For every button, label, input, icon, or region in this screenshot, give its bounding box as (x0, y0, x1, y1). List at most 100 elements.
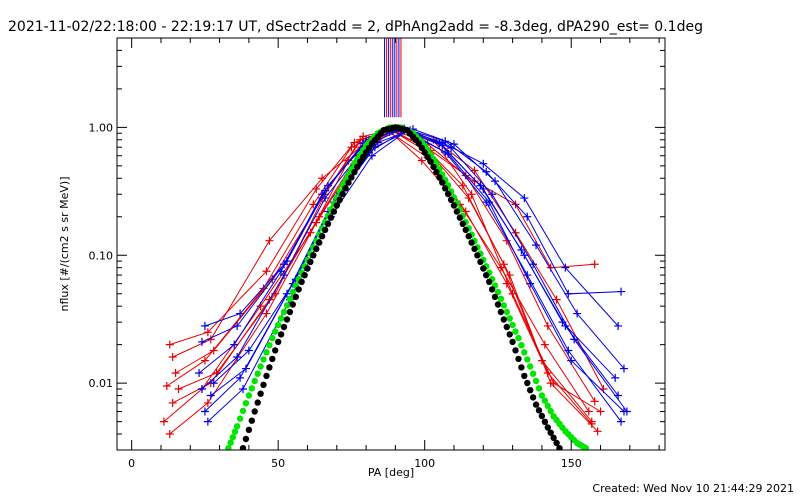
data-point (323, 181, 332, 190)
data-point (470, 166, 479, 175)
chart-title: 2021-11-02/22:18:00 - 22:19:17 UT, dSect… (8, 19, 703, 35)
fit-point (506, 331, 513, 338)
fit-point (324, 220, 332, 227)
fit-point (544, 402, 551, 410)
series-sector-13 (195, 125, 620, 382)
fit-point (541, 397, 549, 404)
data-point (236, 309, 245, 318)
fit-point (529, 370, 537, 377)
data-point (197, 337, 206, 346)
series-sector-5 (171, 124, 605, 416)
data-point (467, 190, 476, 199)
data-point (540, 340, 549, 349)
data-point (532, 241, 541, 250)
data-point (622, 407, 631, 416)
data-point (587, 419, 596, 428)
fit-point (506, 315, 513, 322)
data-point (529, 260, 538, 269)
fit-point (430, 163, 437, 171)
fit-point (260, 356, 267, 363)
fit-point (277, 315, 285, 322)
fit-point (503, 308, 510, 316)
fit-point (444, 190, 452, 198)
fit-point (491, 293, 499, 301)
data-point (476, 181, 485, 190)
fit-point (289, 301, 296, 308)
y-axis-ticks: 0.01 0.10 1.00 (89, 37, 665, 451)
fit-point (456, 214, 464, 221)
fit-point (544, 424, 551, 431)
fit-point (313, 245, 320, 253)
fit-point (532, 377, 540, 385)
data-point (195, 369, 204, 378)
fit-point (231, 428, 239, 435)
data-point (168, 353, 177, 362)
fit-point (269, 355, 276, 363)
fit-point (257, 390, 264, 397)
fit-point (450, 202, 458, 209)
fit-point (515, 334, 522, 342)
data-point (523, 271, 532, 280)
data-point (262, 267, 271, 276)
fit-point (283, 316, 291, 323)
fit-point (535, 407, 543, 414)
data-point (584, 407, 593, 416)
fit-point (242, 400, 250, 407)
data-point (543, 321, 552, 330)
data-point (200, 321, 209, 330)
data-point (239, 384, 248, 393)
data-point (619, 364, 628, 373)
data-point (502, 279, 511, 288)
x-axis-label: PA [deg] (368, 466, 414, 479)
fit-point (280, 308, 288, 316)
data-point (233, 353, 242, 362)
data-point (479, 159, 488, 168)
fit-point (229, 434, 236, 441)
data-point (244, 346, 253, 355)
fit-point (447, 196, 455, 203)
fit-point (254, 370, 261, 377)
series-sector-11 (200, 124, 626, 330)
data-point (236, 373, 245, 382)
fit-point (486, 278, 493, 285)
fit-point (351, 168, 358, 176)
fit-point (518, 342, 525, 349)
fit-point (494, 301, 502, 308)
fit-point (468, 239, 475, 246)
fit-point (260, 381, 267, 388)
fit-point (286, 308, 294, 316)
fit-point (289, 288, 296, 296)
fit-point (480, 265, 487, 272)
data-point (203, 417, 212, 426)
data-point (417, 156, 426, 165)
y-tick-label: 0.10 (89, 249, 114, 262)
fit-point (236, 415, 244, 422)
x-tick-label: 100 (414, 457, 435, 470)
series-line (172, 130, 598, 432)
data-point (162, 381, 171, 390)
fit-point (336, 196, 343, 203)
fit-point (269, 334, 276, 342)
fit-point (418, 144, 425, 152)
fit-point (266, 342, 273, 349)
data-point (241, 364, 250, 373)
fit-point (298, 278, 305, 285)
data-point (171, 369, 180, 378)
y-tick-label: 0.01 (89, 377, 114, 390)
data-point (206, 391, 215, 400)
fit-point (465, 233, 472, 240)
fit-point (497, 308, 505, 316)
data-point (482, 167, 491, 176)
chart-marks (159, 38, 631, 450)
fit-point (339, 190, 346, 198)
fit-point (483, 272, 490, 279)
series-sector-12 (203, 126, 628, 426)
fit-point (263, 372, 270, 380)
fit-point (263, 349, 270, 356)
data-point (168, 398, 177, 407)
data-point (262, 309, 271, 318)
data-point (174, 384, 183, 393)
fit-point (509, 321, 516, 329)
data-point (573, 309, 582, 318)
